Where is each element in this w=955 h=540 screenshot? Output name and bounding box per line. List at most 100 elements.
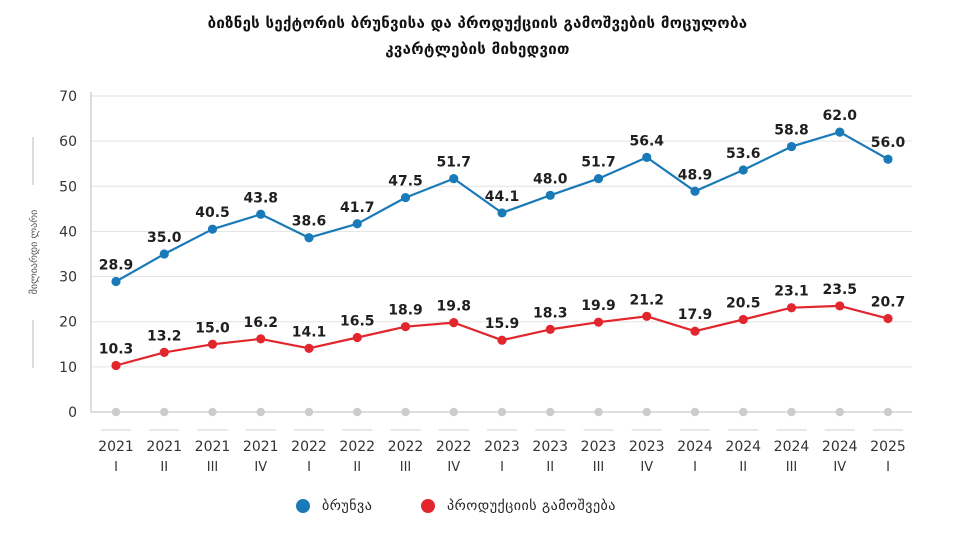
legend-label-output: პროდუქციის გამოშვება [447, 498, 616, 514]
baseline-point [546, 407, 555, 417]
x-tick-label-quarter: IV [640, 460, 653, 475]
x-tick-label-year: 2024 [725, 439, 761, 455]
y-axis-title-group: მილიარდი ლარი [28, 137, 40, 368]
data-point [786, 303, 797, 313]
data-point [642, 311, 652, 321]
data-label: 51.7 [436, 155, 471, 171]
data-label: 19.8 [436, 299, 471, 315]
axes [90, 92, 912, 431]
data-point [835, 301, 845, 311]
x-tick-label-quarter: III [786, 460, 798, 475]
data-point [352, 332, 362, 343]
y-tick-label: 0 [68, 405, 77, 421]
data-label: 28.9 [99, 258, 134, 274]
y-tick-label: 60 [59, 134, 77, 150]
grid-lines [91, 95, 912, 368]
data-point [207, 339, 218, 349]
x-tick-label-quarter: II [160, 460, 168, 475]
data-point [883, 154, 893, 164]
x-tick-label-year: 2024 [774, 439, 810, 455]
y-tick-label: 10 [59, 360, 77, 376]
data-point [400, 322, 411, 332]
x-tick-label-quarter: III [593, 460, 605, 475]
data-point [111, 276, 121, 287]
data-label: 23.5 [822, 282, 857, 298]
data-point [545, 190, 555, 200]
x-tick-label-year: 2022 [291, 439, 327, 455]
data-label: 23.1 [774, 284, 809, 300]
x-tick-label-quarter: II [739, 460, 747, 475]
data-label: 19.9 [581, 298, 616, 314]
x-tick-label-year: 2023 [629, 439, 665, 455]
data-point [400, 192, 411, 203]
data-label: 18.3 [533, 305, 568, 321]
data-label: 38.6 [292, 214, 327, 230]
x-tick-label-quarter: I [114, 460, 118, 475]
data-point [159, 249, 169, 259]
data-point [593, 317, 604, 327]
baseline-point [835, 407, 844, 417]
series: 28.9 35.0 40.5 43.8 38.6 41.7 47.5 51.7 44.1 48.0… [99, 108, 906, 417]
data-point [256, 209, 266, 219]
data-point [304, 343, 314, 353]
data-point [835, 127, 845, 137]
x-tick-label-year: 2022 [388, 439, 424, 455]
y-tick-label: 30 [59, 270, 77, 286]
data-label: 20.5 [726, 295, 761, 311]
baseline-point [594, 407, 603, 417]
x-tick-label-quarter: II [546, 460, 554, 475]
data-label: 40.5 [195, 205, 230, 221]
baseline-point [111, 407, 121, 417]
x-tick-label-quarter: IV [254, 460, 267, 475]
data-point [497, 335, 507, 345]
data-point [352, 219, 362, 229]
data-point [256, 334, 266, 344]
data-label: 56.0 [871, 135, 906, 151]
x-tick-label-year: 2025 [870, 439, 906, 455]
x-tick-label-quarter: I [693, 460, 697, 475]
data-label: 15.0 [195, 320, 230, 336]
baseline-point [256, 407, 265, 417]
x-tick-label-quarter: III [207, 460, 219, 475]
legend-item-output: პროდუქციის გამოშვება [421, 498, 616, 514]
data-point [304, 233, 314, 243]
data-label: 48.0 [533, 171, 568, 187]
baseline-point [449, 407, 458, 417]
data-label: 62.0 [822, 108, 857, 124]
data-point [207, 224, 218, 234]
baseline-point [883, 407, 893, 417]
y-axis-title: მილიარდი ლარი [28, 210, 40, 295]
chart-title: ბიზნეს სექტორის ბრუნვისა და პროდუქციის გ… [207, 14, 748, 32]
data-point [545, 324, 555, 334]
data-point [449, 318, 459, 328]
data-point [593, 174, 604, 184]
data-label: 56.4 [629, 133, 664, 149]
x-tick-label-year: 2022 [436, 439, 472, 455]
x-tick-label-quarter: III [400, 460, 412, 475]
baseline-point [160, 407, 169, 417]
data-point [111, 360, 121, 371]
data-point [786, 141, 797, 152]
data-point [690, 326, 700, 336]
y-tick-label: 70 [59, 89, 77, 105]
data-label: 58.8 [774, 123, 809, 139]
y-tick-label: 20 [59, 315, 77, 331]
legend: ბრუნვა პროდუქციის გამოშვება [0, 498, 955, 522]
data-point [738, 165, 748, 175]
y-tick-labels: 0 10 20 30 40 50 60 70 [59, 89, 77, 421]
data-label: 13.2 [147, 328, 182, 344]
data-label: 16.2 [243, 315, 278, 331]
data-label: 16.5 [340, 314, 375, 330]
data-point [883, 313, 893, 324]
data-point [159, 347, 169, 358]
data-label: 47.5 [388, 174, 423, 190]
x-tick-label-year: 2021 [98, 439, 134, 455]
x-tick-label-year: 2023 [484, 439, 520, 455]
data-label: 17.9 [678, 307, 713, 323]
baseline-point [401, 407, 410, 417]
chart-subtitle: კვარტლების მიხედვით [385, 40, 570, 58]
data-label: 44.1 [485, 189, 520, 205]
data-label: 53.6 [726, 146, 761, 162]
x-tick-label-quarter: I [886, 460, 890, 475]
x-tick-label-year: 2021 [243, 439, 279, 455]
